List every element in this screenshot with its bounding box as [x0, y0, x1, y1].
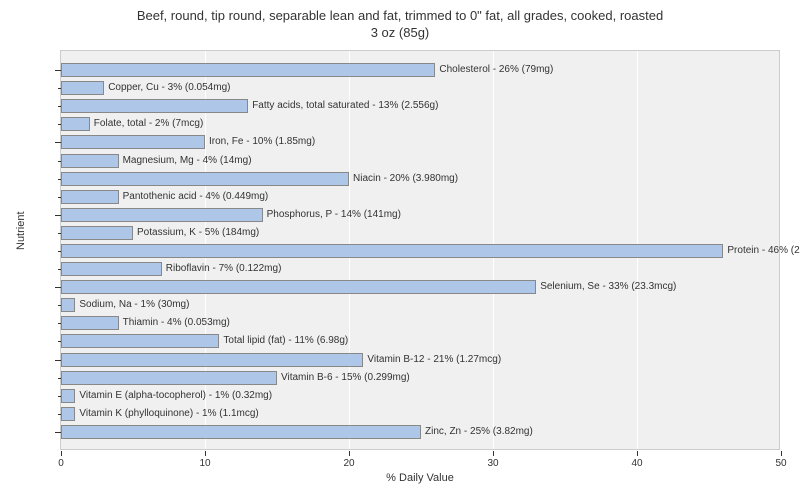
nutrient-bar-label: Vitamin E (alpha-tocopherol) - 1% (0.32m…	[75, 389, 272, 403]
nutrient-bar-label: Thiamin - 4% (0.053mg)	[119, 316, 230, 330]
nutrient-bar-label: Total lipid (fat) - 11% (6.98g)	[219, 334, 348, 348]
nutrient-bar	[61, 208, 263, 222]
nutrient-bar	[61, 389, 75, 403]
x-tick-label: 50	[775, 458, 786, 469]
nutrient-bar	[61, 63, 435, 77]
y-tick	[58, 323, 61, 324]
y-tick	[55, 287, 61, 288]
nutrient-bar-label: Riboflavin - 7% (0.122mg)	[162, 262, 282, 276]
nutrient-bar-label: Vitamin K (phylloquinone) - 1% (1.1mcg)	[75, 407, 258, 421]
nutrient-bar-label: Potassium, K - 5% (184mg)	[133, 226, 259, 240]
x-tick	[205, 451, 206, 456]
y-tick	[55, 215, 61, 216]
nutrient-bar	[61, 172, 349, 186]
chart-title: Beef, round, tip round, separable lean a…	[0, 0, 800, 42]
nutrient-bar	[61, 99, 248, 113]
title-line-1: Beef, round, tip round, separable lean a…	[137, 8, 663, 23]
nutrient-bar	[61, 316, 119, 330]
y-tick	[55, 360, 61, 361]
nutrient-bar-label: Phosphorus, P - 14% (141mg)	[263, 208, 401, 222]
y-tick	[58, 197, 61, 198]
nutrient-bar	[61, 298, 75, 312]
x-tick-label: 10	[199, 458, 210, 469]
nutrient-bar	[61, 334, 219, 348]
nutrient-bar-label: Vitamin B-6 - 15% (0.299mg)	[277, 371, 410, 385]
nutrient-bar	[61, 117, 90, 131]
nutrient-bar	[61, 262, 162, 276]
x-tick-label: 0	[58, 458, 64, 469]
nutrient-bar-label: Protein - 46% (22.77g)	[723, 244, 800, 258]
y-tick	[58, 378, 61, 379]
x-tick	[637, 451, 638, 456]
nutrient-bar	[61, 280, 536, 294]
y-tick	[58, 251, 61, 252]
y-tick	[55, 142, 61, 143]
y-tick	[58, 106, 61, 107]
y-tick	[58, 305, 61, 306]
nutrient-bar-label: Copper, Cu - 3% (0.054mg)	[104, 81, 230, 95]
x-tick-label: 20	[343, 458, 354, 469]
nutrient-bar	[61, 154, 119, 168]
x-tick-label: 40	[631, 458, 642, 469]
nutrient-bar-label: Fatty acids, total saturated - 13% (2.55…	[248, 99, 438, 113]
y-tick	[58, 233, 61, 234]
nutrient-bar	[61, 371, 277, 385]
x-tick	[61, 451, 62, 456]
nutrient-bar	[61, 407, 75, 421]
y-tick	[58, 414, 61, 415]
x-tick	[781, 451, 782, 456]
nutrient-bar	[61, 190, 119, 204]
chart-container: Beef, round, tip round, separable lean a…	[0, 0, 800, 500]
x-axis-title: % Daily Value	[386, 472, 454, 484]
y-tick	[58, 124, 61, 125]
nutrient-bar-label: Niacin - 20% (3.980mg)	[349, 172, 458, 186]
title-line-2: 3 oz (85g)	[371, 25, 430, 40]
x-tick-label: 30	[487, 458, 498, 469]
y-tick	[58, 161, 61, 162]
x-tick	[349, 451, 350, 456]
nutrient-bar	[61, 81, 104, 95]
y-tick	[58, 179, 61, 180]
nutrient-bar-label: Cholesterol - 26% (79mg)	[435, 63, 553, 77]
nutrient-bar-label: Sodium, Na - 1% (30mg)	[75, 298, 189, 312]
y-tick	[58, 341, 61, 342]
nutrient-bar	[61, 135, 205, 149]
x-tick	[493, 451, 494, 456]
nutrient-bar-label: Vitamin B-12 - 21% (1.27mcg)	[363, 353, 501, 367]
nutrient-bar-label: Iron, Fe - 10% (1.85mg)	[205, 135, 315, 149]
nutrient-bar	[61, 425, 421, 439]
y-tick	[58, 269, 61, 270]
nutrient-bar-label: Folate, total - 2% (7mcg)	[90, 117, 203, 131]
y-axis-title: Nutrient	[15, 211, 27, 250]
nutrient-bar	[61, 353, 363, 367]
nutrient-bar-label: Zinc, Zn - 25% (3.82mg)	[421, 425, 533, 439]
y-tick	[58, 88, 61, 89]
y-tick	[55, 432, 61, 433]
nutrient-bar	[61, 244, 723, 258]
nutrient-bar-label: Selenium, Se - 33% (23.3mcg)	[536, 280, 676, 294]
plot-area: 01020304050Cholesterol - 26% (79mg)Coppe…	[60, 50, 780, 450]
y-tick	[58, 396, 61, 397]
nutrient-bar-label: Pantothenic acid - 4% (0.449mg)	[119, 190, 269, 204]
nutrient-bar-label: Magnesium, Mg - 4% (14mg)	[119, 154, 252, 168]
nutrient-bar	[61, 226, 133, 240]
y-tick	[55, 70, 61, 71]
